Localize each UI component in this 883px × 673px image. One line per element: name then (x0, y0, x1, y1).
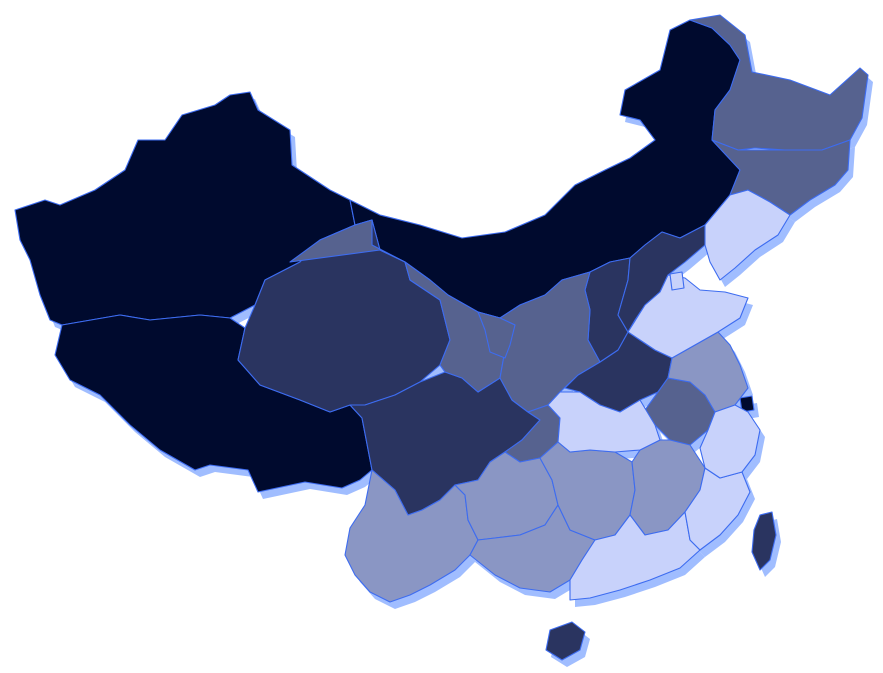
region-taiwan[interactable] (751, 511, 777, 571)
region-yunnan[interactable] (344, 469, 479, 603)
region-hainan[interactable] (545, 621, 586, 661)
region-tianjin[interactable] (669, 271, 685, 291)
region-hubei[interactable] (547, 391, 661, 453)
region-layer (14, 14, 869, 661)
region-ningxia[interactable] (477, 311, 516, 359)
region-shanghai[interactable] (739, 395, 755, 413)
region-shaanxi[interactable] (499, 271, 601, 413)
region-zhejiang[interactable] (699, 404, 761, 479)
region-guangdong[interactable] (569, 511, 701, 601)
region-tibet[interactable] (54, 314, 373, 493)
region-fujian[interactable] (684, 467, 751, 551)
region-liaoning[interactable] (704, 189, 791, 281)
